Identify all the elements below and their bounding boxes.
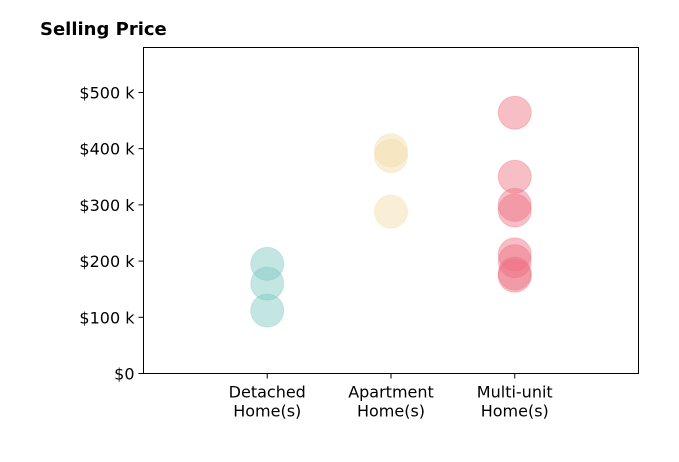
data-point	[497, 237, 532, 272]
x-axis: Detached Home(s)Apartment Home(s)Multi-uni…	[229, 373, 553, 421]
x-tick-label-line: Detached	[229, 383, 306, 402]
data-point	[374, 133, 408, 168]
y-tick-label: $300 k	[79, 196, 135, 215]
y-tick-label: $400 k	[79, 140, 135, 159]
x-tick-label-line: Home(s)	[357, 402, 425, 421]
data-point	[250, 266, 285, 301]
x-tick-label: Apartment Home(s)	[348, 383, 434, 421]
y-axis: $0 $100 k $200 k $300 k $400 k $500 k	[79, 83, 144, 384]
data-point	[497, 193, 532, 228]
data-point	[250, 293, 285, 328]
data-point	[374, 194, 408, 229]
x-tick-label-line: Apartment	[348, 383, 434, 402]
data-point	[374, 138, 408, 173]
data-point	[497, 256, 532, 291]
x-tick-label: Multi-unit Home(s)	[477, 383, 553, 421]
data-point	[497, 187, 532, 222]
y-tick-label: $200 k	[79, 252, 135, 271]
data-point	[250, 246, 285, 281]
data-points	[250, 95, 532, 328]
x-tick-label-line: Home(s)	[233, 402, 301, 421]
data-point	[497, 244, 532, 279]
data-point	[497, 95, 532, 130]
x-tick-label-line: Multi-unit	[477, 383, 553, 402]
chart-title: Selling Price	[40, 19, 167, 40]
y-tick-label: $100 k	[79, 308, 135, 327]
data-point	[497, 258, 532, 293]
y-tick-label: $0	[114, 365, 134, 384]
x-tick-label-line: Home(s)	[481, 402, 549, 421]
data-point	[497, 159, 532, 194]
x-tick-label: Detached Home(s)	[229, 383, 306, 421]
y-tick-label: $500 k	[79, 83, 135, 102]
